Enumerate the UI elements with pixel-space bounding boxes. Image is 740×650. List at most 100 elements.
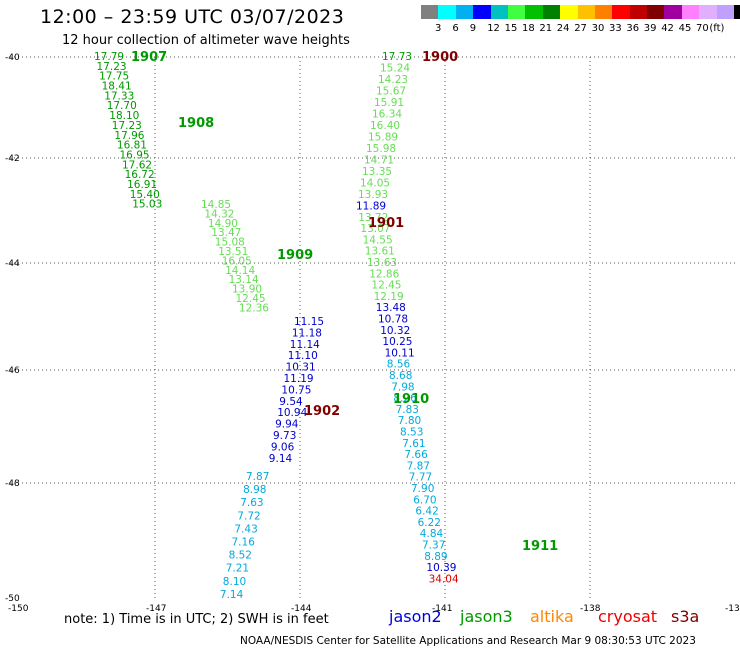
scale-swatch <box>629 5 648 19</box>
scale-label: 3 <box>435 23 442 34</box>
wave-height-value: 6.70 <box>413 494 436 506</box>
wave-height-value: 17.79 <box>94 51 124 63</box>
wave-height-tracks: 17.7917.2317.7518.4117.3317.7018.1017.23… <box>94 51 459 601</box>
scale-label: 36 <box>626 23 640 34</box>
wave-height-value: 7.43 <box>234 523 257 535</box>
wave-height-value: 18.41 <box>102 81 132 93</box>
wave-height-value: 10.39 <box>426 562 456 574</box>
wave-height-value: 16.34 <box>372 109 402 121</box>
wave-height-value: 16.81 <box>117 140 147 152</box>
wave-height-value: 13.90 <box>232 284 262 296</box>
wave-height-value: 7.66 <box>404 449 428 461</box>
wave-height-value: 13.07 <box>360 223 390 235</box>
wave-height-value: 14.85 <box>201 199 231 211</box>
scale-swatch <box>681 5 700 19</box>
scale-swatch <box>577 5 595 19</box>
wave-height-value: 12.19 <box>374 291 404 303</box>
wave-height-value: 14.14 <box>225 265 255 277</box>
wave-height-value: 9.14 <box>269 453 293 465</box>
wave-height-value: 15.98 <box>366 143 396 155</box>
scale-label: 33 <box>609 23 622 34</box>
hour-label: 1907 <box>131 50 167 65</box>
scale-label: 12 <box>487 23 500 34</box>
wave-height-value: 7.61 <box>402 438 425 450</box>
wave-height-value: 17.70 <box>107 100 137 112</box>
wave-height-value: 14.23 <box>378 74 408 86</box>
wave-height-value: 7.37 <box>422 540 445 552</box>
wave-height-value: 16.95 <box>120 150 150 162</box>
wave-height-value: 17.33 <box>104 90 134 102</box>
scale-swatch <box>525 5 543 19</box>
legend-s3a: s3a <box>671 607 700 626</box>
wave-height-value: 7.21 <box>226 563 249 575</box>
wave-height-value: 13.51 <box>218 246 248 258</box>
wave-height-value: 7.63 <box>240 497 263 509</box>
wave-height-value: 9.73 <box>273 430 296 442</box>
scale-swatch <box>612 5 630 19</box>
wave-height-value: 18.10 <box>109 110 139 122</box>
scale-swatch <box>421 5 439 19</box>
wave-height-value: 11.18 <box>292 327 322 339</box>
wave-height-value: 10.94 <box>277 407 307 419</box>
wave-height-color-scale: 3 6 9 12 15 18 21 24 27 30 33 36 39 42 45 70 (ft) <box>421 5 740 34</box>
wave-height-value: 15.03 <box>132 199 162 211</box>
scale-swatch <box>507 5 526 19</box>
scale-label: 42 <box>661 23 674 34</box>
wave-height-value: 15.91 <box>374 97 404 109</box>
scale-label: 15 <box>504 23 518 34</box>
axis-labels: -40 -42 -44 -46 -48 -50-150 -147 -144 -141 -138 -1… <box>5 53 740 614</box>
latitude-label: -46 <box>5 366 20 376</box>
wave-height-value: 11.89 <box>356 201 386 213</box>
wave-height-value: 11.14 <box>290 339 320 351</box>
wave-height-value: 10.31 <box>286 362 316 374</box>
wave-height-value: 13.47 <box>211 227 241 239</box>
wave-height-value: 13.61 <box>365 246 395 258</box>
wave-height-value: 14.05 <box>360 178 390 190</box>
wave-height-value: 10.25 <box>382 336 412 348</box>
wave-height-value: 8.98 <box>243 484 266 496</box>
scale-swatch <box>438 5 456 19</box>
wave-height-value: 14.90 <box>208 218 238 230</box>
hour-label: 1911 <box>522 539 558 554</box>
scale-label: 18 <box>522 23 535 34</box>
wave-height-value: 17.23 <box>97 61 127 73</box>
wave-height-value: 8.10 <box>223 576 246 588</box>
wave-height-value: 13.93 <box>358 189 388 201</box>
scale-swatch <box>455 5 474 19</box>
wave-height-value: 17.96 <box>114 130 144 142</box>
wave-height-value: 15.24 <box>380 63 410 75</box>
wave-height-value: 14.71 <box>364 155 394 167</box>
scale-swatch <box>699 5 717 19</box>
wave-height-value: 8.26 <box>393 393 417 405</box>
latitude-label: -48 <box>5 479 20 489</box>
scale-swatch <box>734 5 740 19</box>
wave-height-value: 8.68 <box>389 370 412 382</box>
scale-label: 27 <box>574 23 587 34</box>
hour-label: 1902 <box>304 404 340 419</box>
map-grid <box>10 56 735 598</box>
scale-swatch <box>647 5 665 19</box>
wave-height-value: 7.80 <box>398 415 421 427</box>
wave-height-value: 7.87 <box>407 460 430 472</box>
wave-height-value: 15.40 <box>130 189 160 201</box>
longitude-label: -150 <box>8 604 29 614</box>
units-note: note: 1) Time is in UTC; 2) SWH is in fe… <box>64 612 329 627</box>
scale-label: (ft) <box>709 23 725 34</box>
scale-label: 9 <box>469 23 477 34</box>
wave-height-value: 17.73 <box>382 51 412 63</box>
wave-height-value: 7.77 <box>409 472 432 484</box>
wave-height-value: 9.54 <box>279 396 303 408</box>
wave-height-value: 11.19 <box>284 373 314 385</box>
legend-cryosat: cryosat <box>598 607 658 626</box>
legend-jason2: jason2 <box>389 607 442 626</box>
wave-height-value: 10.11 <box>385 347 415 359</box>
longitude-label: -141 <box>432 604 452 614</box>
wave-height-value: 16.91 <box>127 179 157 191</box>
scale-swatch <box>490 5 508 19</box>
wave-height-value: 7.98 <box>391 381 414 393</box>
longitude-label: -147 <box>146 604 166 614</box>
scale-label: 45 <box>678 23 692 34</box>
wave-height-value: 13.14 <box>229 274 259 286</box>
scale-swatch <box>542 5 561 19</box>
